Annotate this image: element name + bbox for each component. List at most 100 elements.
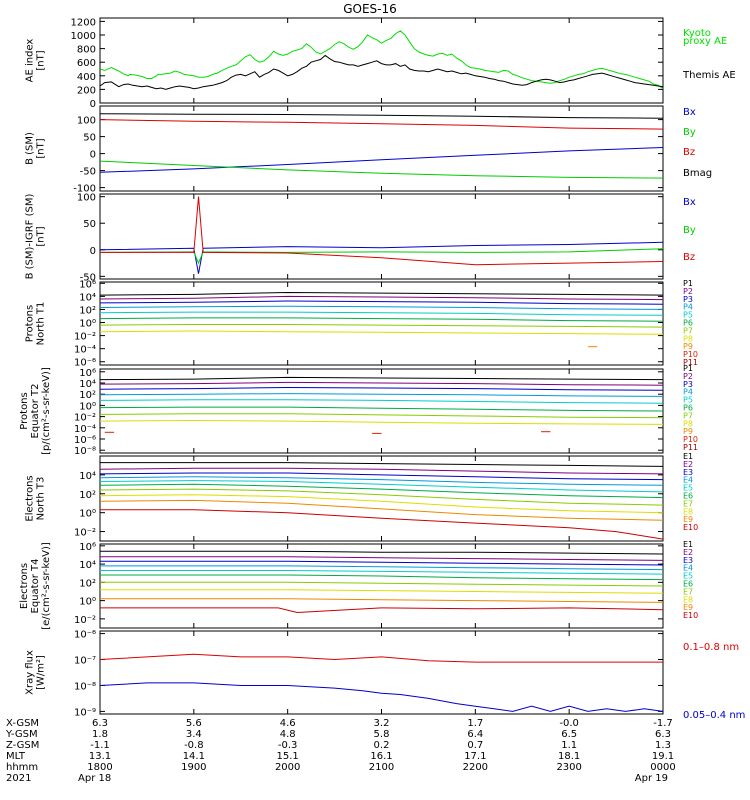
ephemeris-row-label: Y-GSM [5,729,38,740]
legend-entry: E6 [683,580,693,589]
y-tick-label: 800 [77,45,96,56]
ephemeris-value: 6.5 [561,729,577,740]
series-line-5 [99,399,664,404]
series-line-8 [99,330,664,335]
y-axis-label: [p/(cm²-s-sr-keV)] [41,367,52,455]
ephemeris-value: 1.7 [467,718,483,729]
ephemeris-value: 2300 [556,762,581,773]
legend-entry: Kyoto [683,28,711,39]
legend-entry: E8 [683,507,693,516]
y-tick-label: 10⁶ [79,542,96,553]
legend-entry: P6 [683,404,693,413]
y-tick-label: 10⁰ [79,597,96,608]
ephemeris-value: 1900 [181,762,206,773]
y-axis-label: [nT] [36,50,47,70]
y-tick-label: 10⁻⁸ [74,446,96,457]
series-line-6 [100,574,664,581]
y-tick-label: 10⁰ [79,401,96,412]
legend-entry: P9 [683,342,693,351]
ephemeris-row-label: MLT [6,751,26,762]
y-tick-label: 600 [77,58,96,69]
legend-entry: P3 [683,380,693,389]
y-tick-label: 0 [90,246,96,257]
legend-entry: E10 [683,611,698,620]
series-line-5 [99,311,664,316]
y-tick-label: 1000 [71,31,96,42]
ephemeris-value: Apr 18 [78,773,111,784]
series-line-4 [99,476,664,486]
ephemeris-value: 1.8 [92,729,108,740]
ephemeris-value: -0.3 [278,740,298,751]
series-line-4 [99,305,664,310]
series-line-2 [99,248,664,265]
y-axis-label: Equator T2 [30,384,41,439]
legend-entry: E5 [683,484,693,493]
legend-entry: Themis AE [682,70,736,81]
series-line-10 [100,509,664,540]
legend-entry: E3 [683,556,693,565]
panel-2: -100 -50 0 50 100 B (SM) [nT] Bx By Bz Bmag [25,105,712,195]
legend-entry: E10 [683,523,698,532]
series-line-3 [100,560,664,566]
legend-entry: By [683,225,696,236]
legend-entry: E2 [683,548,693,557]
series-line-3 [99,300,664,305]
y-tick-label: 0 [90,99,96,110]
legend-entry: proxy AE [683,36,727,47]
legend-entry: P10 [683,435,698,444]
legend-entry: By [683,127,696,138]
legend-entry: P6 [683,319,693,328]
y-axis-label: North T3 [36,477,47,521]
series-line-4 [99,393,664,397]
y-tick-label: 10⁴ [79,471,96,482]
panel-6: 10⁻² 10⁰ 10² 10⁴ Electrons North T3 E1E2E3E4E5… [25,452,698,542]
series-line-3 [100,196,664,266]
legend-entry: Bx [683,197,696,208]
legend-entry: 0.05–0.4 nm [683,710,745,721]
y-tick-label: 10⁻⁶ [74,630,96,641]
y-tick-label: -50 [80,272,96,283]
y-tick-label: 10⁰ [79,509,96,520]
legend-entry: Bmag [683,168,712,179]
ephemeris-value: -1.1 [90,740,110,751]
panel-frame [99,630,664,715]
ephemeris-value: 6.4 [467,729,483,740]
series-line-2 [100,556,664,561]
y-tick-label: 10⁶ [79,368,96,379]
legend-entry: E1 [683,452,693,461]
legend-entry: E7 [683,587,693,596]
ephemeris-value: 18.1 [558,751,580,762]
series-line-1 [99,30,664,90]
legend-entry: E7 [683,499,693,508]
x-axis-ephemeris: X-GSMY-GSMZ-GSMMLThhmm20216.31.8-1.113.1… [5,718,676,784]
y-tick-label: 100 [77,193,96,204]
ephemeris-value: 2000 [275,762,300,773]
series-line-1 [99,291,664,296]
y-tick-label: 10² [79,490,96,501]
y-tick-label: 10⁻² [74,528,96,539]
ephemeris-value: 5.6 [186,718,202,729]
legend-entry: E9 [683,603,693,612]
y-tick-label: 50 [83,133,96,144]
series-line-7 [99,324,664,328]
series-line-1 [100,462,664,467]
ephemeris-value: -0.8 [184,740,204,751]
y-tick-label: -50 [80,167,96,178]
series-line-5 [100,570,664,575]
y-axis-label: Equator T4 [30,559,41,614]
y-tick-label: 10⁻² [74,615,96,626]
legend-entry: P11 [683,358,698,367]
ephemeris-value: 2100 [369,762,394,773]
series-line-9 [99,499,664,521]
legend-entry: E8 [683,595,693,604]
y-tick-label: 10⁻⁶ [74,435,96,446]
series-line-10 [100,607,664,614]
ephemeris-value: 6.3 [92,718,108,729]
y-tick-label: 1200 [71,17,96,28]
legend-entry: E2 [683,460,693,469]
series-line-2 [99,54,664,90]
ephemeris-row-label: X-GSM [6,718,39,729]
legend-entry: E6 [683,492,693,501]
